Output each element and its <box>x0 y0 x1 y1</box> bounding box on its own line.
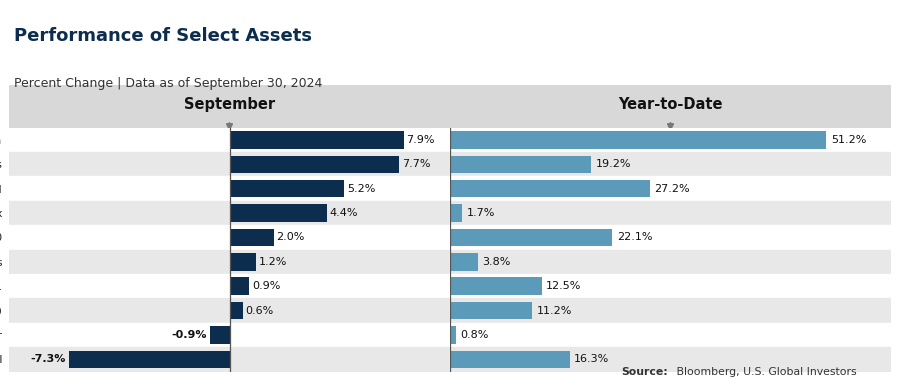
Text: 0.8%: 0.8% <box>460 330 489 340</box>
Text: -0.9%: -0.9% <box>172 330 207 340</box>
Bar <box>450 274 891 298</box>
Bar <box>9 274 450 298</box>
Bar <box>9 347 450 372</box>
Bar <box>9 225 450 250</box>
Text: 0.9%: 0.9% <box>252 281 281 291</box>
Text: Performance of Select Assets: Performance of Select Assets <box>14 27 311 45</box>
Text: 51.2%: 51.2% <box>831 135 866 145</box>
Bar <box>450 302 532 319</box>
Bar <box>450 253 478 271</box>
Bar <box>230 302 243 319</box>
Bar <box>450 351 570 368</box>
Bar <box>9 298 450 323</box>
Text: 1.7%: 1.7% <box>467 208 495 218</box>
Bar <box>230 131 404 149</box>
Bar <box>9 323 450 347</box>
Text: 16.3%: 16.3% <box>574 354 609 364</box>
Bar <box>450 128 891 152</box>
Bar <box>9 128 450 152</box>
Bar <box>9 152 450 176</box>
Text: 22.1%: 22.1% <box>616 233 652 242</box>
Text: Source:: Source: <box>621 367 668 377</box>
Bar <box>9 176 450 201</box>
Bar <box>450 250 891 274</box>
Text: 7.7%: 7.7% <box>402 159 430 169</box>
Bar <box>230 277 249 295</box>
Bar <box>450 180 650 197</box>
Text: Year-to-Date: Year-to-Date <box>618 97 723 112</box>
Bar <box>450 229 612 246</box>
Text: 12.5%: 12.5% <box>546 281 581 291</box>
Text: 7.9%: 7.9% <box>406 135 435 145</box>
Bar <box>450 152 891 176</box>
Bar <box>68 351 230 368</box>
Text: 2.0%: 2.0% <box>276 233 304 242</box>
Bar <box>450 176 891 201</box>
Text: September: September <box>184 97 275 112</box>
Bar <box>450 323 891 347</box>
Text: Bloomberg, U.S. Global Investors: Bloomberg, U.S. Global Investors <box>673 367 857 377</box>
Text: 3.8%: 3.8% <box>482 257 510 267</box>
Bar <box>450 204 463 222</box>
Text: -7.3%: -7.3% <box>31 354 66 364</box>
Text: Percent Change | Data as of September 30, 2024: Percent Change | Data as of September 30… <box>14 77 322 91</box>
Text: 5.2%: 5.2% <box>346 184 375 194</box>
Bar <box>230 156 400 173</box>
Text: 27.2%: 27.2% <box>654 184 690 194</box>
Bar <box>450 201 891 225</box>
Bar <box>230 180 344 197</box>
Bar <box>450 326 456 344</box>
Bar <box>230 229 274 246</box>
Bar <box>9 201 450 225</box>
Bar <box>230 204 327 222</box>
Bar <box>9 250 450 274</box>
Text: 1.2%: 1.2% <box>258 257 287 267</box>
Text: 19.2%: 19.2% <box>596 159 631 169</box>
Bar <box>450 277 542 295</box>
Bar <box>450 131 826 149</box>
Bar <box>230 253 256 271</box>
Bar <box>450 156 591 173</box>
Bar <box>450 298 891 323</box>
Text: 4.4%: 4.4% <box>329 208 357 218</box>
Text: 0.6%: 0.6% <box>246 306 274 315</box>
Bar <box>450 347 891 372</box>
Bar <box>210 326 230 344</box>
Bar <box>450 225 891 250</box>
Text: 11.2%: 11.2% <box>536 306 572 315</box>
